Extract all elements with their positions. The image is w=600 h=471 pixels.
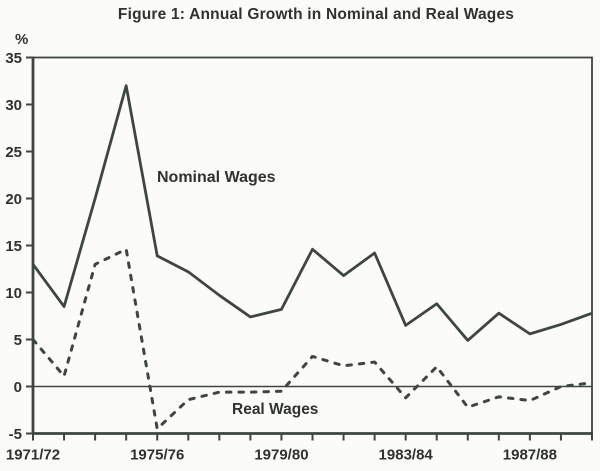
x-tick-label: 1975/76: [130, 447, 184, 464]
x-tick-label: 1971/72: [6, 447, 60, 464]
y-tick-label: 30: [5, 97, 22, 114]
axis-ticks: 35 30 25 20 15 10 5 0 -5 1971/72 1975/76 1979/80 198…: [5, 50, 593, 464]
y-tick-label: 5: [14, 332, 22, 349]
y-tick-label: 25: [5, 144, 22, 161]
plot-frame: [32, 56, 593, 435]
figure-title: Figure 1: Annual Growth in Nominal and R…: [117, 6, 515, 23]
y-tick-label: -5: [9, 426, 22, 443]
x-tick-label: 1987/88: [503, 447, 557, 464]
y-tick-label: 0: [14, 379, 22, 396]
x-tick-label: 1983/84: [379, 447, 434, 464]
nominal-wages-line: [31, 84, 593, 342]
real-wages-line: [31, 247, 594, 431]
x-tick-label: 1979/80: [254, 447, 308, 464]
y-tick-label: 10: [5, 285, 22, 302]
y-tick-label: 15: [5, 238, 22, 255]
y-axis-unit-label: %: [15, 31, 29, 48]
real-wages-label: Real Wages: [232, 401, 319, 418]
y-tick-label: 35: [5, 50, 22, 67]
y-tick-label: 20: [5, 191, 22, 208]
nominal-wages-label: Nominal Wages: [157, 169, 276, 186]
